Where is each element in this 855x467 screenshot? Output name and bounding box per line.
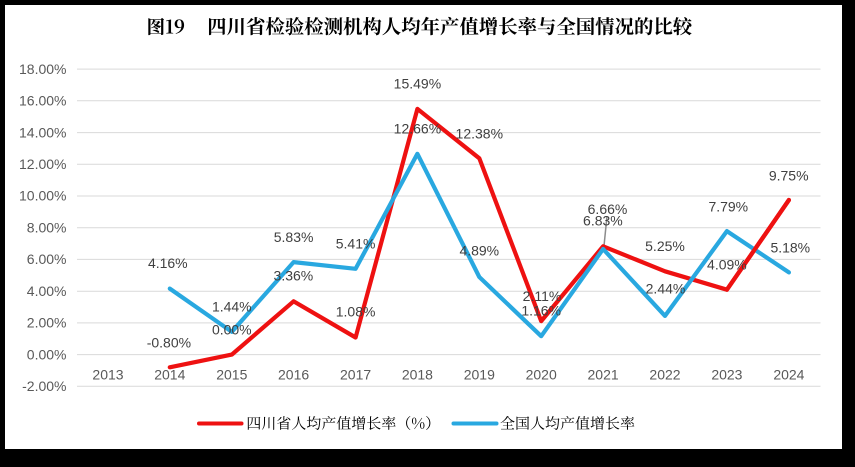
svg-text:6.83%: 6.83% bbox=[583, 213, 623, 229]
svg-text:5.83%: 5.83% bbox=[274, 229, 314, 245]
svg-text:2016: 2016 bbox=[278, 367, 309, 383]
svg-text:7.79%: 7.79% bbox=[708, 199, 748, 215]
svg-text:2.00%: 2.00% bbox=[27, 315, 67, 331]
svg-text:2.44%: 2.44% bbox=[646, 280, 686, 296]
svg-text:0.00%: 0.00% bbox=[27, 346, 67, 362]
svg-text:12.66%: 12.66% bbox=[394, 121, 441, 137]
svg-text:1.08%: 1.08% bbox=[336, 303, 376, 319]
svg-text:4.89%: 4.89% bbox=[459, 243, 499, 259]
svg-text:2.11%: 2.11% bbox=[523, 288, 562, 304]
svg-text:5.18%: 5.18% bbox=[770, 239, 810, 255]
svg-text:4.00%: 4.00% bbox=[27, 283, 67, 299]
svg-text:5.25%: 5.25% bbox=[645, 238, 685, 254]
svg-text:3.36%: 3.36% bbox=[274, 267, 314, 283]
svg-text:18.00%: 18.00% bbox=[19, 61, 66, 77]
svg-text:2014: 2014 bbox=[154, 367, 185, 383]
svg-text:6.66%: 6.66% bbox=[588, 201, 628, 217]
svg-text:0.00%: 0.00% bbox=[212, 321, 252, 337]
svg-text:2022: 2022 bbox=[649, 367, 680, 383]
svg-text:2017: 2017 bbox=[340, 367, 371, 383]
svg-text:8.00%: 8.00% bbox=[27, 219, 67, 235]
svg-text:2021: 2021 bbox=[588, 367, 619, 383]
svg-text:12.00%: 12.00% bbox=[19, 156, 66, 172]
svg-text:2015: 2015 bbox=[216, 367, 247, 383]
svg-text:6.00%: 6.00% bbox=[27, 251, 67, 267]
svg-text:1.16%: 1.16% bbox=[521, 302, 561, 318]
svg-text:15.49%: 15.49% bbox=[394, 76, 441, 92]
svg-text:10.00%: 10.00% bbox=[19, 188, 66, 204]
svg-text:2018: 2018 bbox=[402, 367, 433, 383]
svg-text:12.38%: 12.38% bbox=[456, 125, 503, 141]
svg-text:-0.80%: -0.80% bbox=[147, 334, 191, 350]
svg-text:9.75%: 9.75% bbox=[769, 167, 809, 183]
svg-text:2023: 2023 bbox=[711, 367, 742, 383]
svg-text:2020: 2020 bbox=[526, 367, 557, 383]
svg-text:1.44%: 1.44% bbox=[212, 299, 252, 315]
svg-text:2013: 2013 bbox=[92, 367, 123, 383]
svg-text:2024: 2024 bbox=[773, 367, 804, 383]
svg-text:16.00%: 16.00% bbox=[19, 93, 66, 109]
svg-text:4.09%: 4.09% bbox=[707, 256, 747, 272]
svg-text:2019: 2019 bbox=[464, 367, 495, 383]
svg-text:5.41%: 5.41% bbox=[336, 236, 376, 252]
svg-text:14.00%: 14.00% bbox=[19, 124, 66, 140]
svg-text:-2.00%: -2.00% bbox=[22, 378, 66, 394]
svg-text:4.16%: 4.16% bbox=[148, 255, 188, 271]
